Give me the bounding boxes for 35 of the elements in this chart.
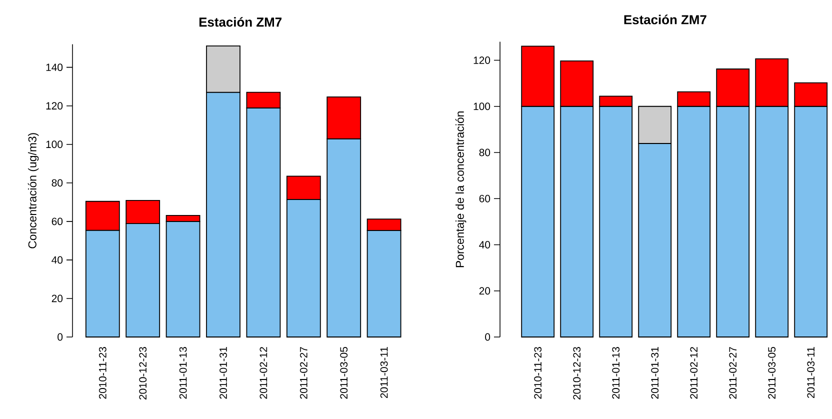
y-tick-label: 40 [479, 241, 490, 248]
chart-title: Estación ZM7 [624, 14, 706, 24]
x-tick-label: 2011-02-12 [690, 347, 698, 399]
x-tick-label: 2010-12-23 [139, 346, 147, 400]
x-tick-label: 2011-02-27 [300, 347, 308, 399]
y-axis-title: Concentración (ug/m3) [28, 133, 39, 248]
x-tick-label: 2011-02-27 [729, 347, 737, 399]
y-tick-label: 60 [52, 218, 63, 226]
y-tick-label: 20 [52, 294, 63, 302]
x-tick-label: 2011-01-31 [220, 347, 227, 399]
x-tick-label: 2011-02-12 [260, 347, 268, 399]
chart-title: Estación ZM7 [199, 17, 282, 27]
x-tick-label: 2010-11-23 [98, 346, 106, 399]
y-axis-title: Porcentaje de la concentración [455, 112, 466, 268]
x-tick-label: 2011-03-11 [380, 347, 388, 398]
y-tick-label: 80 [52, 179, 63, 187]
x-tick-label: 2011-03-11 [807, 347, 815, 398]
y-tick-label: 40 [52, 256, 63, 264]
x-tick-label: 2011-01-13 [612, 346, 620, 399]
x-tick-label: 2011-01-31 [651, 347, 659, 399]
x-tick-label: 2010-11-23 [534, 346, 542, 399]
y-tick-label: 120 [46, 102, 63, 110]
y-tick-label: 60 [479, 194, 490, 202]
y-tick-label: 0 [485, 333, 490, 341]
y-tick-label: 0 [58, 333, 63, 341]
y-tick-label: 140 [46, 64, 63, 72]
x-tick-label: 2011-03-05 [768, 346, 776, 399]
y-tick-label: 20 [479, 287, 490, 295]
y-tick-label: 120 [474, 56, 490, 64]
y-tick-label: 100 [474, 102, 490, 110]
x-tick-label: 2011-01-13 [179, 346, 187, 399]
x-tick-label: 2011-03-05 [340, 346, 348, 399]
y-tick-label: 80 [479, 148, 490, 156]
x-tick-label: 2010-12-23 [573, 346, 581, 400]
y-tick-label: 100 [46, 140, 63, 148]
